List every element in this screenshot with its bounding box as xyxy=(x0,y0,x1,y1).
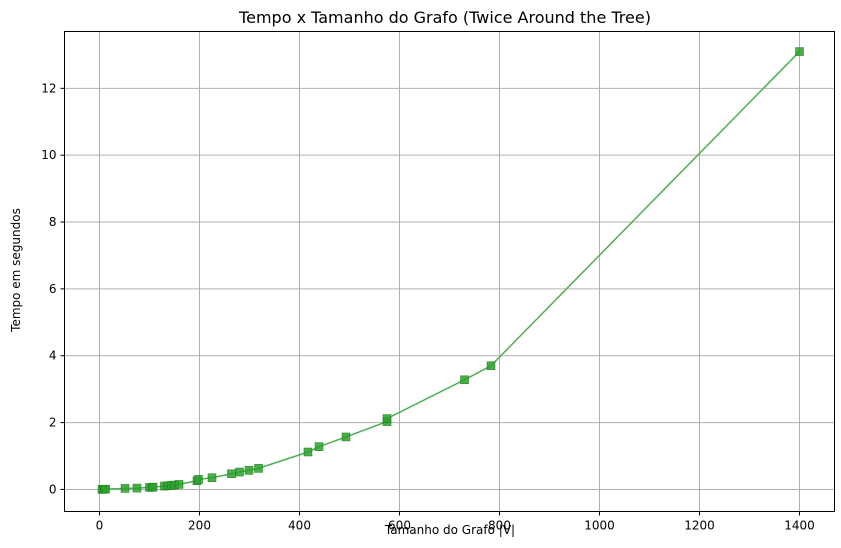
data-point xyxy=(174,480,184,489)
chart-title: Tempo x Tamanho do Grafo (Twice Around t… xyxy=(238,8,651,27)
data-point xyxy=(227,469,236,478)
y-tick-label: 2 xyxy=(49,416,57,430)
data-point xyxy=(101,484,110,494)
series xyxy=(97,47,804,494)
data-point xyxy=(314,442,324,451)
x-tick-label: 600 xyxy=(388,519,411,533)
data-point xyxy=(382,414,392,423)
data-point xyxy=(194,475,203,484)
y-tick-label: 6 xyxy=(49,282,57,296)
grid xyxy=(64,31,835,512)
plot-frame xyxy=(64,31,835,512)
data-point xyxy=(132,483,142,493)
x-tick-label: 400 xyxy=(288,519,311,533)
axis-ticks: 0 200 400 600 800 1000 1200 1400 0 2 4 6 8 10 12 xyxy=(41,81,815,532)
data-point xyxy=(303,447,313,457)
data-point xyxy=(254,464,263,473)
data-point xyxy=(486,361,496,371)
data-point xyxy=(341,432,351,442)
y-tick-label: 0 xyxy=(49,482,57,496)
x-axis-label: Tamanho do Grafo |V| xyxy=(384,523,515,537)
y-tick-label: 10 xyxy=(41,148,56,162)
data-point xyxy=(235,467,244,477)
data-point xyxy=(795,47,804,56)
data-point xyxy=(207,473,217,482)
y-tick-label: 8 xyxy=(49,215,57,229)
x-tick-label: 800 xyxy=(488,519,511,533)
x-tick-label: 1200 xyxy=(684,519,715,533)
x-tick-label: 200 xyxy=(188,519,211,533)
y-tick-label: 12 xyxy=(41,81,56,95)
x-tick-label: 0 xyxy=(96,519,104,533)
y-axis-label: Tempo em segundos xyxy=(9,208,23,333)
x-tick-label: 1000 xyxy=(584,519,615,533)
x-tick-label: 1400 xyxy=(784,519,815,533)
y-tick-label: 4 xyxy=(49,349,57,363)
data-point xyxy=(120,484,130,493)
data-point xyxy=(148,482,158,492)
data-point xyxy=(244,466,254,475)
series-line xyxy=(101,51,801,491)
data-point xyxy=(460,375,469,385)
